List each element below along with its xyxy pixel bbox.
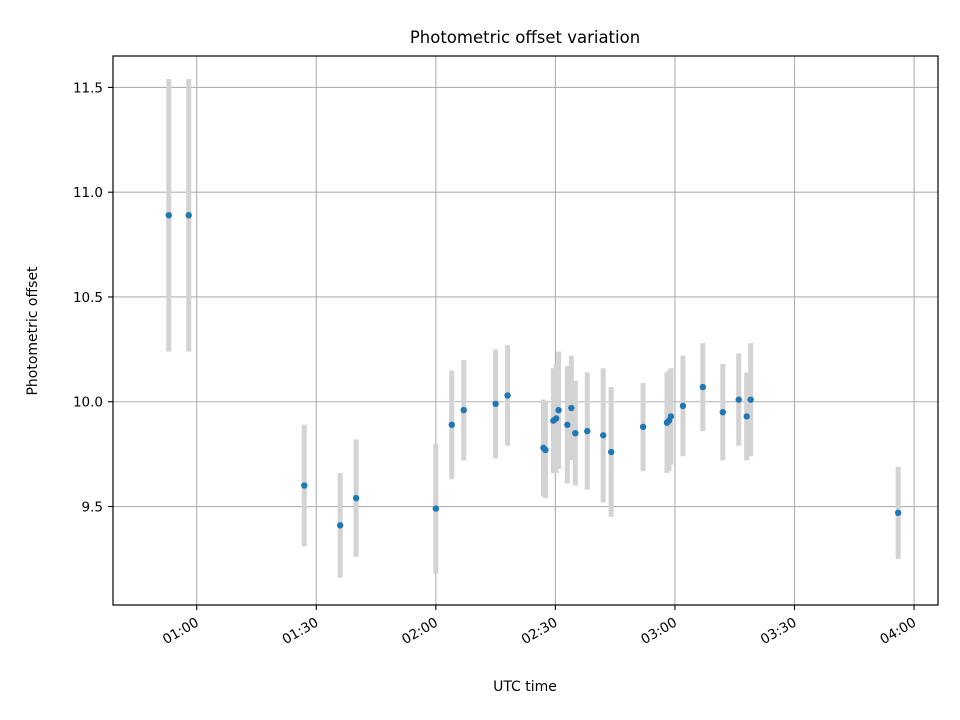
data-point <box>607 448 615 456</box>
data-point <box>336 522 344 529</box>
chart-title: Photometric offset variation <box>410 28 640 47</box>
data-points <box>165 212 902 529</box>
data-point <box>699 383 707 391</box>
x-tick-label: 03:30 <box>758 615 800 648</box>
y-tick-label: 9.5 <box>82 500 103 516</box>
data-point <box>504 392 511 399</box>
x-tick-label: 02:00 <box>399 615 441 648</box>
error-bars <box>166 79 901 578</box>
data-point <box>679 402 687 410</box>
data-point <box>743 413 750 420</box>
data-point <box>568 404 575 412</box>
x-axis-label: UTC time <box>493 679 557 695</box>
data-point <box>564 421 571 428</box>
y-axis-ticks: 9.5 10.0 10.5 11.0 11.5 <box>73 80 113 516</box>
x-tick-label: 04:00 <box>877 615 919 648</box>
data-point <box>894 509 902 517</box>
data-point <box>165 212 172 219</box>
x-tick-label: 01:30 <box>280 615 322 648</box>
data-point <box>552 415 560 422</box>
data-point <box>735 396 742 403</box>
data-point <box>352 494 360 502</box>
y-tick-label: 11.0 <box>73 185 103 201</box>
data-point <box>301 482 308 489</box>
x-tick-label: 01:00 <box>160 615 202 648</box>
y-axis-label: Photometric offset <box>25 266 41 396</box>
x-axis-ticks: 01:00 01:30 02:00 02:30 03:00 03:30 04:00 <box>160 605 919 648</box>
data-point <box>719 409 726 416</box>
plot-frame <box>112 55 939 606</box>
data-point <box>600 432 607 439</box>
data-point <box>747 396 754 403</box>
data-point <box>555 406 562 414</box>
data-point <box>667 413 675 420</box>
y-tick-label: 10.0 <box>73 395 103 411</box>
y-tick-label: 11.5 <box>73 80 103 96</box>
data-point <box>639 423 647 431</box>
data-point <box>492 400 499 408</box>
data-point <box>432 505 440 512</box>
data-point <box>572 429 579 437</box>
data-point <box>460 406 467 414</box>
data-point <box>542 446 549 454</box>
grid <box>113 56 938 605</box>
y-tick-label: 10.5 <box>73 290 103 306</box>
x-tick-label: 02:30 <box>519 615 561 648</box>
x-tick-label: 03:00 <box>638 615 680 648</box>
data-point <box>185 212 192 219</box>
data-point <box>448 421 455 428</box>
data-point <box>584 427 591 435</box>
